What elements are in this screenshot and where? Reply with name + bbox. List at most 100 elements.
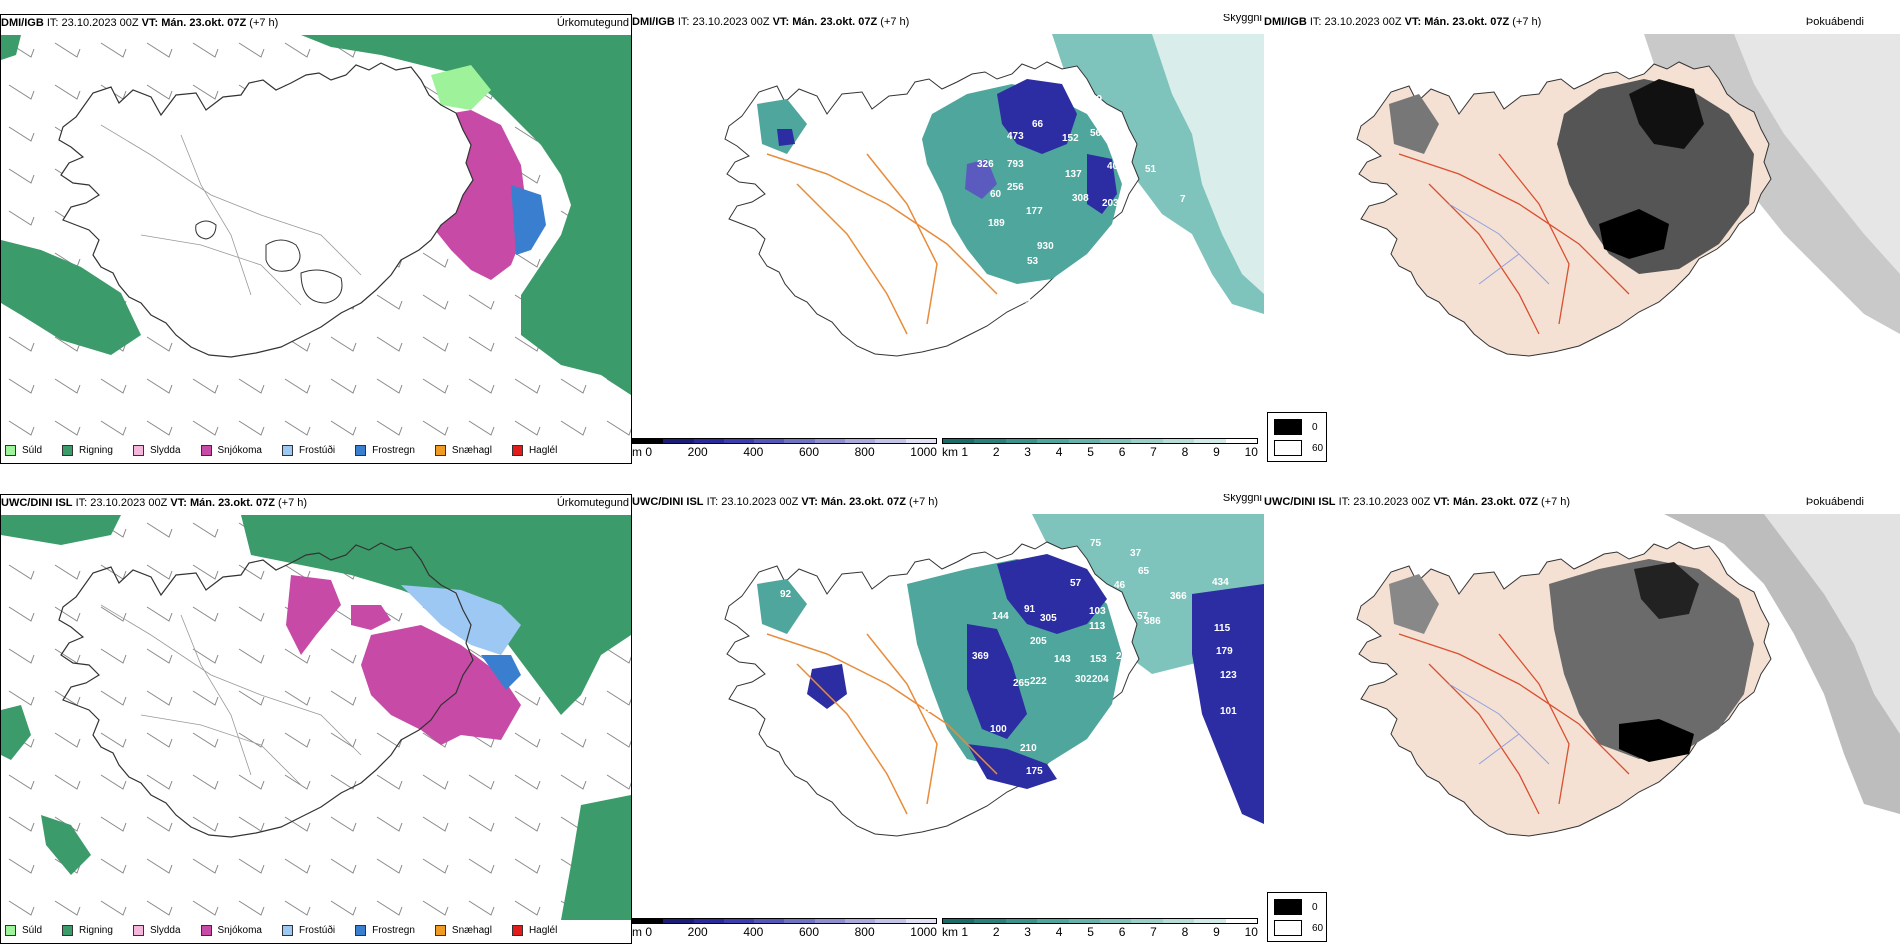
svg-text:91: 91 <box>1024 604 1036 615</box>
svg-text:386: 386 <box>1144 616 1161 627</box>
svg-text:144: 144 <box>992 611 1009 622</box>
height-colorbar <box>632 438 937 444</box>
panel-title: Úrkomutegund <box>556 17 629 29</box>
svg-text:51: 51 <box>1145 164 1157 175</box>
panel-title: Skyggni <box>1222 494 1262 504</box>
svg-text:305: 305 <box>1040 613 1057 624</box>
panel-header: UWC/DINI ISL IT: 23.10.2023 00Z VT: Mán.… <box>1 497 629 509</box>
svg-text:101: 101 <box>1220 706 1237 717</box>
svg-text:793: 793 <box>1007 159 1024 170</box>
visibility-map: 66 152 56 99 473 326 793 51 88 401 137 2… <box>724 34 1264 357</box>
svg-text:26: 26 <box>857 236 869 247</box>
distance-scale: km 1 2 3 4 5 6 7 8 9 10 <box>942 918 1258 939</box>
precip-type-panel-uwc: UWC/DINI ISL IT: 23.10.2023 00Z VT: Mán.… <box>0 494 632 944</box>
precip-legend: Súld Rigning Slydda Snjókoma Frostúði Fr… <box>5 440 577 460</box>
svg-text:205: 205 <box>1030 636 1047 647</box>
fog-map <box>1356 34 1900 357</box>
fog-map <box>1356 514 1900 837</box>
svg-text:308: 308 <box>1072 193 1089 204</box>
svg-text:185: 185 <box>942 256 959 267</box>
svg-text:120: 120 <box>922 704 939 715</box>
svg-text:17: 17 <box>750 140 762 151</box>
svg-text:53: 53 <box>1027 256 1039 267</box>
panel-title: Úrkomutegund <box>556 497 629 509</box>
svg-text:385: 385 <box>1072 263 1089 274</box>
svg-text:56: 56 <box>1090 128 1102 139</box>
vt-label: VT: <box>141 17 159 29</box>
svg-text:204: 204 <box>1092 674 1109 685</box>
height-colorbar <box>632 918 937 924</box>
fog-panel-uwc: UWC/DINI ISL IT: 23.10.2023 00Z VT: Mán.… <box>1264 494 1900 944</box>
it-label: IT: <box>46 17 59 29</box>
svg-text:128: 128 <box>1084 755 1101 766</box>
visibility-panel-uwc: UWC/DINI ISL IT: 23.10.2023 00Z VT: Mán.… <box>632 494 1264 944</box>
svg-text:12: 12 <box>772 194 784 205</box>
svg-text:92: 92 <box>780 589 792 600</box>
svg-text:401: 401 <box>1107 161 1124 172</box>
svg-text:254: 254 <box>1116 651 1133 662</box>
init-time: 23.10.2023 00Z <box>61 17 139 29</box>
svg-text:210: 210 <box>1020 743 1037 754</box>
svg-text:153: 153 <box>1090 654 1107 665</box>
svg-text:230: 230 <box>1050 291 1067 302</box>
panel-header: DMI/IGB IT: 23.10.2023 00Z VT: Mán. 23.o… <box>1264 16 1864 28</box>
svg-text:93: 93 <box>845 668 857 679</box>
legend-item: Slydda <box>132 444 181 456</box>
legend-item: Haglél <box>511 924 557 936</box>
svg-text:7: 7 <box>1180 194 1186 205</box>
legend-item: Frostregn <box>355 924 415 936</box>
distance-scale: km 1 2 3 4 5 6 7 8 9 10 <box>942 438 1258 459</box>
svg-text:103: 103 <box>1089 606 1106 617</box>
svg-text:152: 152 <box>1062 133 1079 144</box>
svg-text:203: 203 <box>1102 198 1119 209</box>
svg-text:57: 57 <box>1137 611 1149 622</box>
svg-text:37: 37 <box>1130 548 1142 559</box>
svg-text:100: 100 <box>990 724 1007 735</box>
legend-item: Slydda <box>132 924 181 936</box>
legend-item: Frostúði <box>281 444 335 456</box>
height-scale: m 0 200 400 600 800 1000 <box>632 918 937 939</box>
distance-colorbar <box>942 918 1258 924</box>
svg-text:65: 65 <box>1138 566 1150 577</box>
svg-text:75: 75 <box>1090 538 1102 549</box>
svg-text:179: 179 <box>1014 296 1031 307</box>
panel-header: DMI/IGB IT: 23.10.2023 00Z VT: Mán. 23.o… <box>632 14 1264 30</box>
svg-text:170: 170 <box>1097 272 1114 283</box>
svg-text:930: 930 <box>1037 241 1054 252</box>
panel-title: Skyggni <box>1222 14 1262 24</box>
svg-text:256: 256 <box>1007 182 1024 193</box>
height-scale: m 0 200 400 600 800 1000 <box>632 438 937 459</box>
svg-text:115: 115 <box>1214 623 1231 634</box>
legend-item: Rigning <box>62 444 113 456</box>
legend-item: Frostúði <box>281 924 335 936</box>
panel-header: UWC/DINI ISL IT: 23.10.2023 00Z VT: Mán.… <box>632 494 1264 510</box>
height-unit: m <box>632 445 642 459</box>
svg-text:175: 175 <box>1026 766 1043 777</box>
svg-text:43: 43 <box>1142 201 1154 212</box>
legend-item: Súld <box>5 924 42 936</box>
fog-panel-dmi: DMI/IGB IT: 23.10.2023 00Z VT: Mán. 23.o… <box>1264 14 1900 464</box>
panel-header: UWC/DINI ISL IT: 23.10.2023 00Z VT: Mán.… <box>1264 496 1864 508</box>
svg-text:66: 66 <box>1032 119 1044 130</box>
precip-map <box>1 515 631 920</box>
svg-text:177: 177 <box>1026 206 1043 217</box>
svg-text:326: 326 <box>977 159 994 170</box>
svg-text:88: 88 <box>1120 144 1132 155</box>
svg-text:99: 99 <box>1091 94 1103 105</box>
svg-text:473: 473 <box>1007 131 1024 142</box>
svg-text:366: 366 <box>1170 591 1187 602</box>
panel-title: Þokuábendi <box>1805 16 1864 28</box>
svg-text:302: 302 <box>1075 674 1092 685</box>
legend-item: Haglél <box>511 444 557 456</box>
svg-text:123: 123 <box>1220 670 1237 681</box>
legend-item: Snæhagl <box>434 444 492 456</box>
model-name: DMI/IGB <box>1 17 44 29</box>
visibility-panel-dmi: DMI/IGB IT: 23.10.2023 00Z VT: Mán. 23.o… <box>632 14 1264 464</box>
distance-unit: km <box>942 445 958 459</box>
legend-item: Snæhagl <box>434 924 492 936</box>
panel-title: Þokuábendi <box>1805 496 1864 508</box>
lead-time: (+7 h) <box>249 17 279 29</box>
precip-map <box>1 35 631 440</box>
visibility-values: 75 57 46 65 37 92 93 120 366 434 115 179… <box>780 538 1237 777</box>
legend-item: Snjókoma <box>200 444 262 456</box>
